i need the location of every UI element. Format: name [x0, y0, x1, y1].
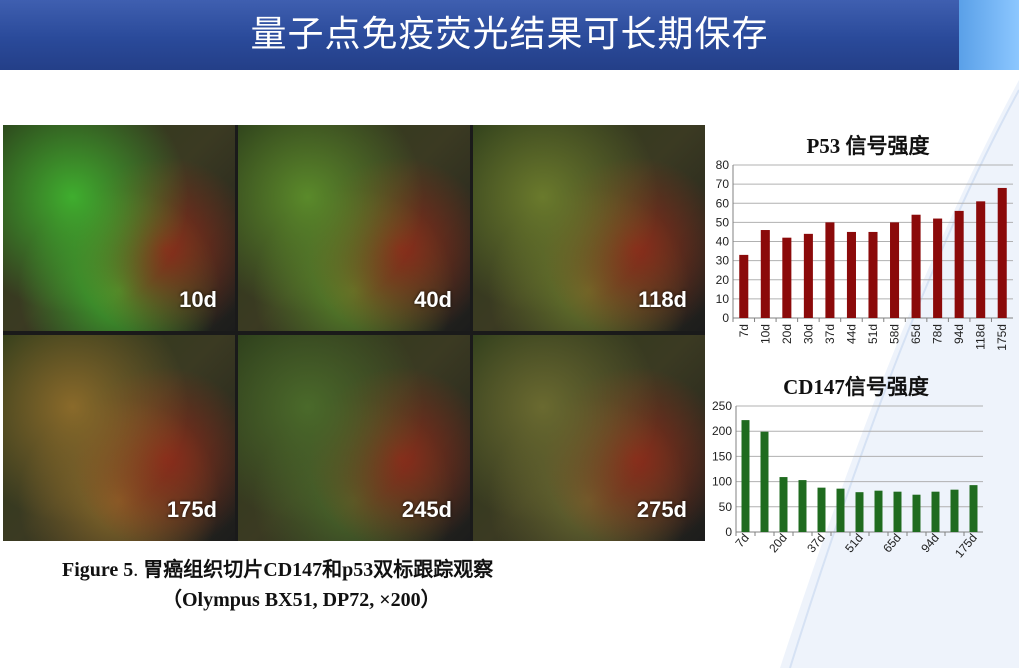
x-tick-label: 7d	[737, 324, 751, 337]
bar	[836, 488, 845, 532]
x-tick-label: 118d	[974, 324, 988, 350]
bar	[798, 480, 807, 532]
caption-figure-number: Figure 5	[62, 559, 134, 581]
bar	[817, 487, 826, 532]
y-tick-label: 40	[716, 235, 730, 249]
y-tick-label: 80	[716, 158, 730, 172]
y-tick-label: 20	[716, 273, 730, 287]
bar	[893, 491, 902, 532]
x-tick-label: 51d	[866, 324, 880, 344]
bar	[741, 420, 750, 532]
bar	[997, 187, 1007, 318]
micrograph-label: 118d	[638, 287, 687, 312]
bar	[825, 222, 835, 318]
bar	[760, 431, 769, 532]
x-tick-label: 65d	[909, 324, 923, 344]
bar	[890, 222, 900, 318]
x-tick-label: 175d	[995, 324, 1009, 351]
y-tick-label: 30	[716, 254, 730, 268]
x-tick-label: 65d	[880, 531, 904, 555]
bar	[950, 489, 959, 532]
y-tick-label: 0	[725, 525, 732, 539]
title-bar	[0, 0, 1019, 70]
x-tick-label: 37d	[804, 531, 828, 555]
bar	[933, 218, 943, 318]
caption-text: 胃癌组织切片CD147和p53双标跟踪观察	[143, 559, 494, 581]
bar	[874, 490, 883, 532]
y-tick-label: 200	[712, 424, 732, 438]
bar	[739, 254, 749, 318]
x-tick-label: 20d	[766, 531, 790, 555]
bar	[779, 477, 788, 532]
y-tick-label: 50	[719, 500, 733, 514]
y-tick-label: 70	[716, 177, 730, 191]
bar	[976, 201, 986, 318]
slide-title: 量子点免疫荧光结果可长期保存	[250, 14, 769, 55]
x-tick-label: 175d	[952, 531, 980, 560]
bar	[954, 210, 964, 318]
micrograph-panel: 10d	[3, 125, 235, 331]
title-accent	[959, 0, 1019, 70]
micrograph-grid: 10d 40d 118d 175d 245d 275d	[3, 125, 705, 541]
bar	[868, 231, 878, 318]
cd147-bar-chart: CD147信号强度 0 50 100 150 200 250 7d 20d 37d 51d 65d 94…	[712, 375, 983, 560]
figure-caption: Figure 5. 胃癌组织切片CD147和p53双标跟踪观察 （Olympus…	[62, 555, 493, 615]
x-tick-label: 58d	[888, 324, 902, 344]
micrograph-panel: 40d	[238, 125, 470, 331]
micrograph-panel: 175d	[3, 335, 235, 541]
bar	[912, 494, 921, 532]
y-tick-label: 50	[716, 215, 730, 229]
bar	[855, 492, 864, 532]
y-tick-label: 60	[716, 196, 730, 210]
y-tick-label: 10	[716, 292, 730, 306]
bar	[782, 237, 792, 318]
x-tick-label: 44d	[844, 324, 858, 344]
micrograph-panel: 118d	[473, 125, 705, 331]
caption-separator: .	[133, 559, 144, 581]
y-tick-label: 250	[712, 399, 732, 413]
bar	[803, 233, 813, 318]
caption-line2: （Olympus BX51, DP72, ×200）	[162, 589, 441, 611]
micrograph-label: 275d	[636, 497, 687, 522]
x-tick-label: 51d	[842, 531, 866, 555]
x-tick-label: 10d	[758, 324, 772, 344]
x-tick-label: 78d	[931, 324, 945, 344]
p53-bar-chart: P53 信号强度 0 10 20 30 40 50 60 70 80 7d 10d 20d 30d 37d 4…	[716, 134, 1013, 351]
x-tick-label: 94d	[918, 531, 942, 555]
x-tick-label: 7d	[732, 531, 751, 550]
chart-title: P53 信号强度	[806, 134, 929, 158]
bar	[911, 214, 921, 318]
micrograph-label: 175d	[166, 497, 217, 522]
micrograph-panel: 275d	[473, 335, 705, 541]
y-tick-label: 0	[722, 311, 729, 325]
y-tick-label: 150	[712, 449, 732, 463]
x-tick-label: 37d	[823, 324, 837, 344]
micrograph-panel: 245d	[238, 335, 470, 541]
bar	[846, 231, 856, 318]
x-tick-label: 94d	[952, 324, 966, 344]
y-tick-label: 100	[712, 475, 732, 489]
bar	[931, 491, 940, 532]
micrograph-label: 10d	[179, 287, 217, 312]
bar	[760, 230, 770, 318]
x-tick-label: 20d	[780, 324, 794, 344]
micrograph-label: 40d	[414, 287, 452, 312]
micrograph-label: 245d	[401, 497, 452, 522]
bar	[969, 485, 978, 532]
x-tick-label: 30d	[801, 324, 815, 344]
chart-title: CD147信号强度	[783, 375, 929, 399]
